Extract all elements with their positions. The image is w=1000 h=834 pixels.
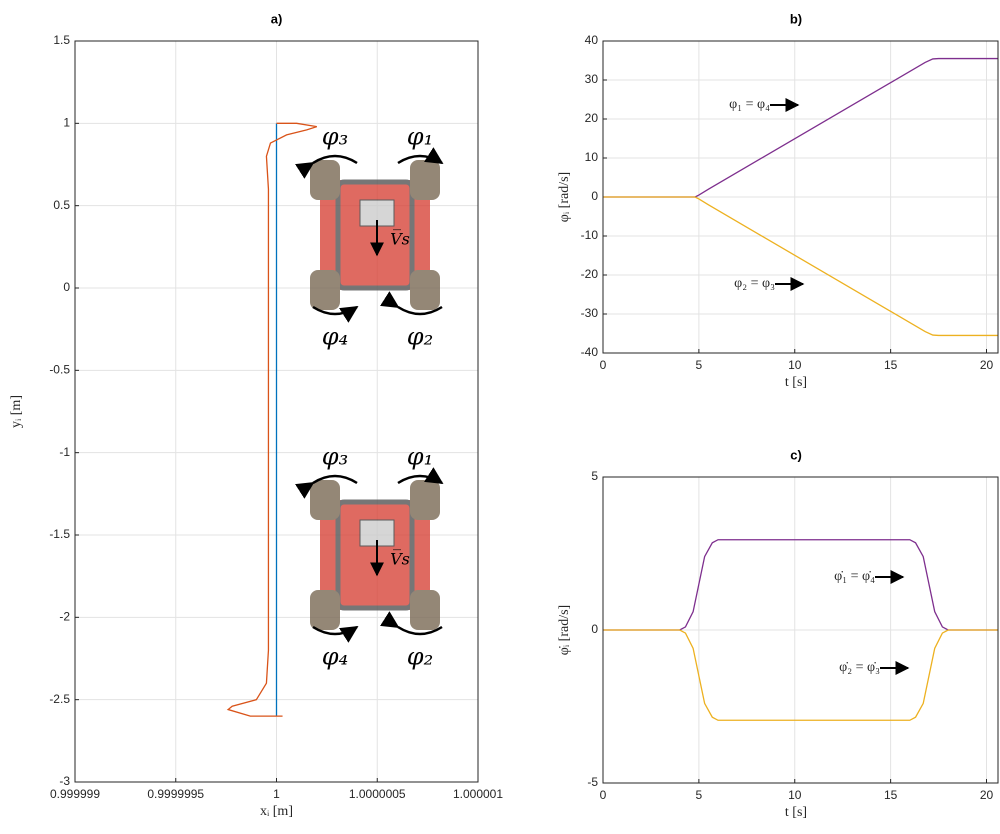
robot-wheel [410,590,440,630]
robot-label: V̅s [390,549,410,569]
y-tick-label: 0.5 [53,198,70,212]
series-line [603,539,998,631]
robot-label: φ₃ [322,123,348,151]
rotation-arrow [312,305,359,323]
x-tick-label: 20 [980,358,994,372]
series-label: φ̇₁ = φ̇₄ [834,569,875,584]
axes-box [602,40,999,354]
rotation-arrow [295,474,358,499]
robot-wheel [310,480,340,520]
y-tick-label: -30 [581,306,599,320]
robot-wheel [310,270,340,310]
x-tick-label: 10 [788,788,802,802]
x-axis-label: t [s] [785,375,807,390]
x-tick-label: 0 [600,788,607,802]
series-line [603,196,998,337]
robot-label: φ₃ [322,443,348,471]
robot-label: φ₂ [407,323,433,351]
rotation-arrow [312,625,359,643]
robot [310,160,440,310]
x-axis-label: t [s] [785,805,807,820]
x-tick-label: 15 [884,788,898,802]
robot-body [320,500,430,610]
rotation-arrow [397,467,444,485]
series-label: φ̇₂ = φ̇₃ [839,660,880,675]
y-tick-label: 30 [585,72,599,86]
rotation-arrow [380,611,443,636]
robot-wheel [310,590,340,630]
axes-box [602,476,999,784]
y-tick-label: -1.5 [49,527,70,541]
rotation-arrow [380,291,443,316]
x-tick-label: 15 [884,358,898,372]
robot-wheel [410,270,440,310]
robot-wheel [410,160,440,200]
chart-title: a) [271,11,283,26]
axes-box [74,40,479,783]
x-tick-label: 5 [696,358,703,372]
y-tick-label: -20 [581,267,599,281]
rotation-arrow [397,147,444,165]
chart-title: b) [790,11,802,26]
y-tick-label: -0.5 [49,363,70,377]
x-tick-label: 0.999999 [50,787,100,801]
y-tick-label: -1 [59,445,70,459]
robot-frame [335,179,415,291]
y-tick-label: -40 [581,345,599,359]
robot-label: φ₁ [407,443,433,471]
robot-label: φ₄ [322,323,348,351]
y-tick-label: -5 [587,775,598,789]
y-tick-label: -3 [59,774,70,788]
y-tick-label: -10 [581,228,599,242]
series-line [226,122,318,717]
robot-label: φ₂ [407,643,433,671]
robot-label: φ₄ [322,643,348,671]
y-tick-label: 1 [63,116,70,130]
robot-wheel [310,160,340,200]
y-tick-label: 40 [585,33,599,47]
robot [310,480,440,630]
x-tick-label: 1.0000005 [349,787,406,801]
y-tick-label: -2.5 [49,692,70,706]
y-axis-label: φᵢ [rad/s] [557,172,572,222]
y-axis-label: φ̇ᵢ [rad/s] [557,605,572,655]
series-label: φ₂ = φ₃ [734,276,775,291]
x-tick-label: 0.9999995 [147,787,204,801]
y-tick-label: 0 [591,189,598,203]
x-axis-label: xᵢ [m] [260,804,293,819]
robot-wheel [410,480,440,520]
x-tick-label: 10 [788,358,802,372]
y-tick-label: 0 [591,622,598,636]
x-tick-label: 20 [980,788,994,802]
series-label: φ₁ = φ₄ [729,97,770,112]
robot-label: φ₁ [407,123,433,151]
x-tick-label: 1.000001 [453,787,503,801]
robot-frame [335,499,415,611]
y-tick-label: 1.5 [53,33,70,47]
x-tick-label: 1 [273,787,280,801]
y-tick-label: 20 [585,111,599,125]
y-tick-label: 0 [63,280,70,294]
x-tick-label: 5 [696,788,703,802]
chart-title: c) [790,447,802,462]
y-tick-label: -2 [59,610,70,624]
y-tick-label: 5 [591,469,598,483]
robot-label: V̅s [390,229,410,249]
y-tick-label: 10 [585,150,599,164]
series-line [603,629,998,721]
rotation-arrow [295,154,358,179]
robot-body [320,180,430,290]
x-tick-label: 0 [600,358,607,372]
y-axis-label: yᵢ [m] [9,395,24,428]
